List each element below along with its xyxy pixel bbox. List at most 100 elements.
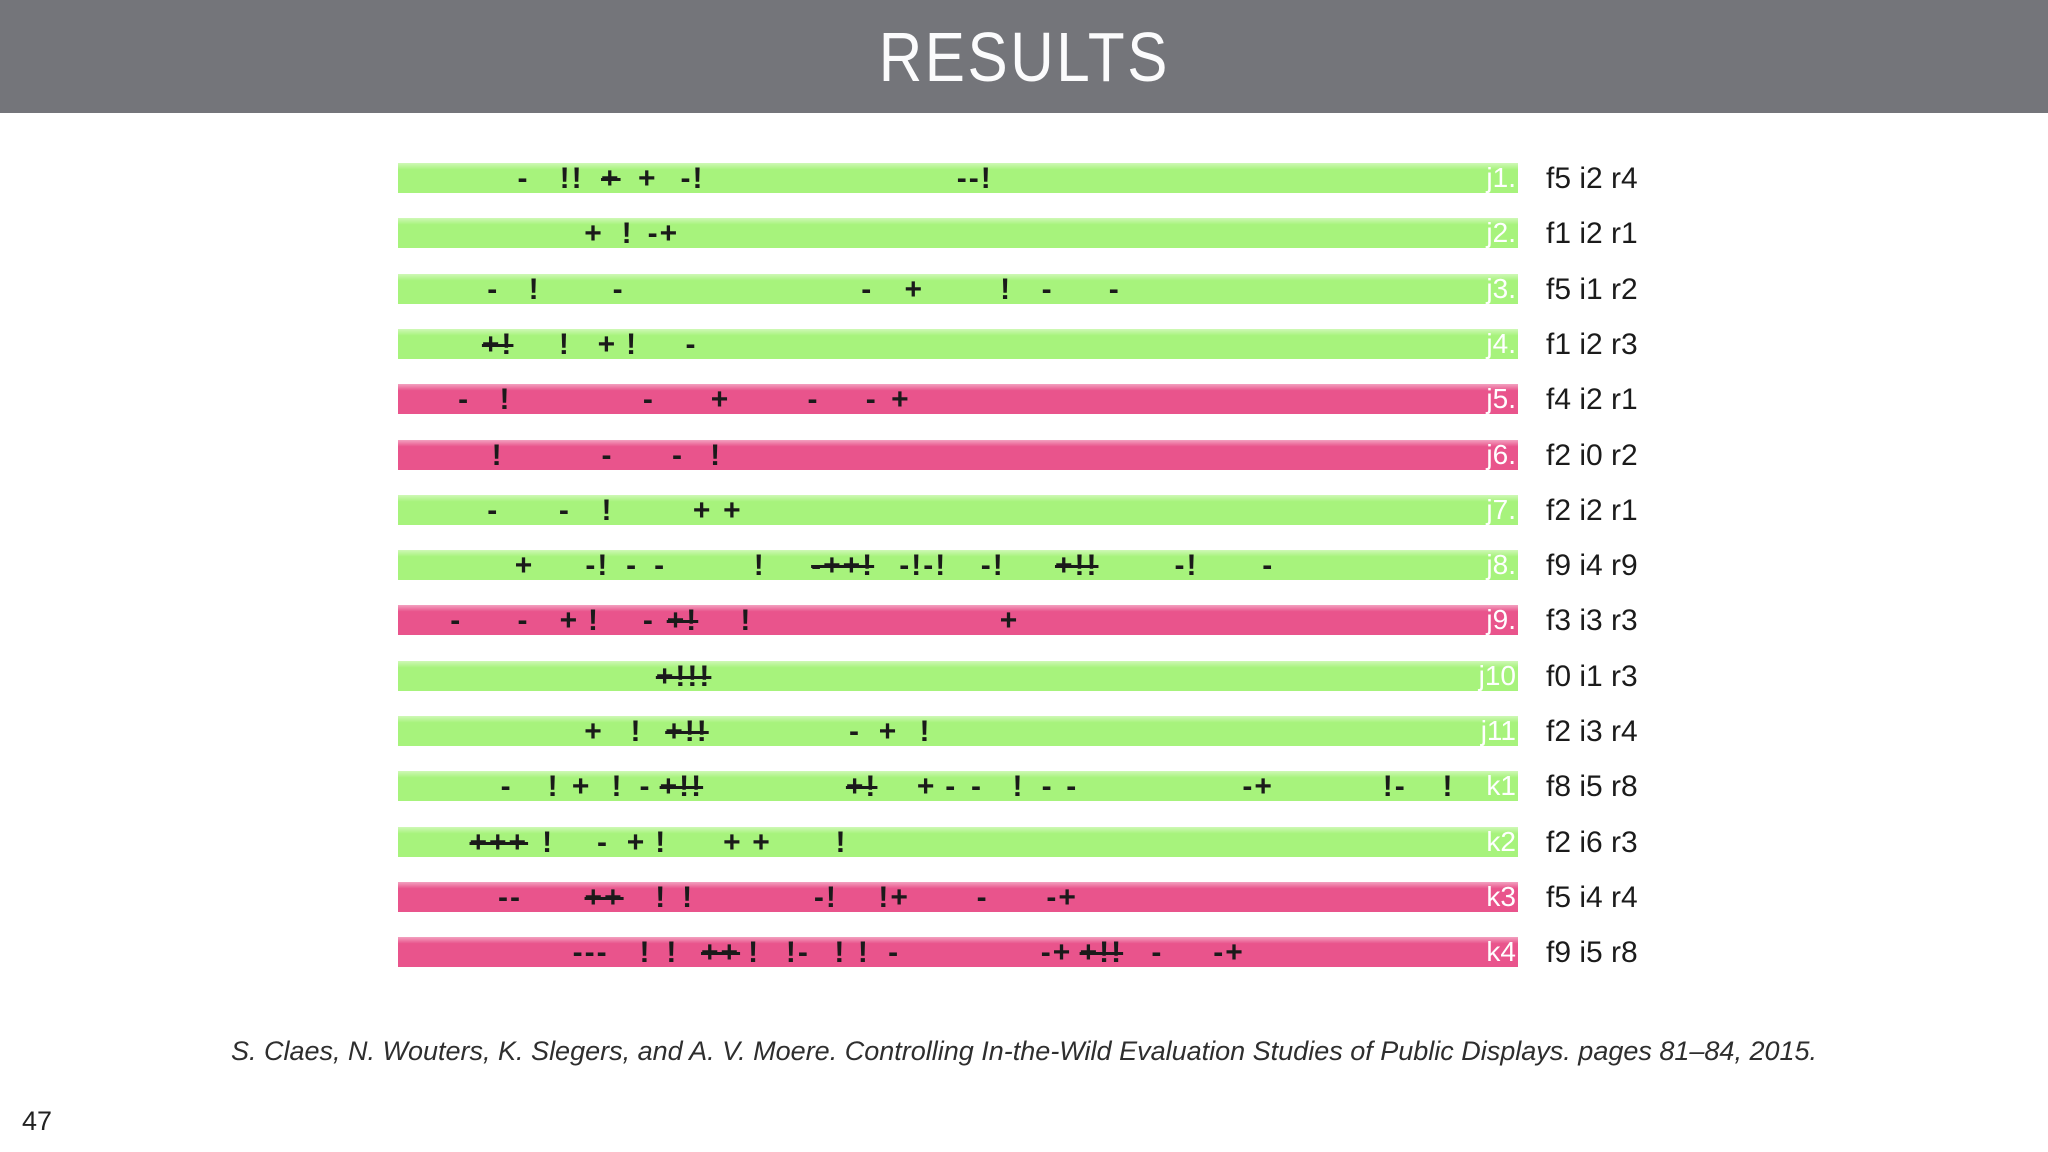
annotation-mark: - xyxy=(517,162,530,195)
annotation-mark: ! xyxy=(835,826,848,859)
result-row: +!! +! - j4. f1 i2 r3 xyxy=(0,329,2048,360)
annotation-mark: - xyxy=(487,273,500,306)
annotation-mark: -+ xyxy=(1242,770,1274,803)
result-bar: -! +! - +!! +! + - -! - - -+ !-! k1 xyxy=(398,770,1518,803)
annotation-mark: - xyxy=(487,494,500,527)
annotation-mark: - xyxy=(672,439,684,472)
annotation-mark: -+ xyxy=(1213,936,1245,969)
result-bar: -! - - +! - - j3. xyxy=(398,273,1518,306)
result-row: ---!! ++! !-!! - -+ +!! - -+ k4 f9 i5 r8 xyxy=(0,937,2048,968)
annotation-mark: ! xyxy=(639,936,652,969)
condition-label: f2 i3 r4 xyxy=(1546,715,1638,748)
result-bar: ! - -! j6. xyxy=(398,439,1518,472)
annotation-mark: +! xyxy=(666,604,699,637)
result-row: -! - - +! - - j3. f5 i1 r2 xyxy=(0,274,2048,305)
bar-id-label: j6. xyxy=(1486,439,1516,470)
annotation-mark: - xyxy=(1108,273,1121,306)
result-bar: -- ++!! -! !+ - -+ k3 xyxy=(398,881,1518,914)
annotation-mark: ! xyxy=(834,936,847,969)
annotation-mark: !! xyxy=(559,162,584,195)
annotation-mark: - xyxy=(945,770,958,803)
annotation-mark: +!! xyxy=(1079,936,1124,969)
annotation-mark: - xyxy=(450,604,463,637)
annotation-mark: - xyxy=(971,770,984,803)
result-row: -!! + + -! --! j1. f5 i2 r4 xyxy=(0,163,2048,194)
annotation-mark: ! xyxy=(558,328,571,361)
annotation-mark: -! xyxy=(680,162,705,195)
annotation-mark: ! xyxy=(710,439,723,472)
annotation-mark: - xyxy=(807,383,820,416)
condition-label: f4 i2 r1 xyxy=(1546,383,1638,416)
annotation-mark: ! xyxy=(919,715,932,748)
result-bar: +!! +! - j4. xyxy=(398,328,1518,361)
annotation-mark: - xyxy=(1151,936,1164,969)
result-bar: + -! - -! -++! -!-! -! +!! -! - j8. xyxy=(398,549,1518,582)
citation-text: S. Claes, N. Wouters, K. Slegers, and A.… xyxy=(230,1036,1818,1066)
annotation-mark: - xyxy=(1041,770,1054,803)
result-row: ! - -! j6. f2 i0 r2 xyxy=(0,440,2048,471)
annotation-mark: !- xyxy=(785,936,810,969)
annotation-mark: +++ xyxy=(469,826,529,859)
result-row: -- ++!! -! !+ - -+ k3 f5 i4 r4 xyxy=(0,882,2048,913)
annotation-mark: ! xyxy=(682,881,695,914)
annotation-mark: ! xyxy=(621,217,634,250)
annotation-mark: + xyxy=(626,826,647,859)
annotation-mark: - xyxy=(601,439,614,472)
annotation-mark: - xyxy=(612,273,625,306)
bar-id-label: j4. xyxy=(1486,328,1516,359)
annotation-mark: + xyxy=(723,494,743,527)
condition-label: f2 i0 r2 xyxy=(1546,439,1638,472)
annotation-mark: + xyxy=(597,328,618,361)
result-row: +! -+ j2. f1 i2 r1 xyxy=(0,218,2048,249)
annotation-mark: - xyxy=(642,604,655,637)
result-row: +!!! j10 f0 i1 r3 xyxy=(0,661,2048,692)
condition-label: f0 i1 r3 xyxy=(1546,660,1638,693)
bar-id-label: j3. xyxy=(1486,273,1516,304)
annotation-mark: - xyxy=(642,383,655,416)
annotation-mark: +! xyxy=(481,328,514,361)
annotation-mark: + xyxy=(514,549,535,582)
annotation-mark: !+ xyxy=(878,881,910,914)
annotation-mark: + xyxy=(692,494,713,527)
annotation-mark: +!!! xyxy=(655,660,712,693)
annotation-mark: ! xyxy=(499,383,512,416)
annotation-mark: + xyxy=(999,604,1020,637)
bar-id-label: k1 xyxy=(1486,770,1516,801)
bar-id-label: j8. xyxy=(1486,549,1516,580)
condition-label: f2 i6 r3 xyxy=(1546,826,1638,859)
annotation-mark: ! xyxy=(547,770,560,803)
condition-label: f5 i4 r4 xyxy=(1546,881,1638,914)
condition-label: f9 i4 r9 xyxy=(1546,549,1638,582)
annotation-mark: ! xyxy=(528,273,541,306)
annotation-mark: + xyxy=(904,273,925,306)
annotation-mark: +!! xyxy=(665,715,709,748)
annotation-mark: + xyxy=(891,383,911,416)
result-row: + -! - -! -++! -!-! -! +!! -! - j8. f9 i4 r9 xyxy=(0,550,2048,581)
annotation-mark: + xyxy=(710,383,731,416)
annotation-mark: +!! xyxy=(1054,549,1099,582)
annotation-mark: ! xyxy=(611,770,624,803)
bar-id-label: k4 xyxy=(1486,936,1516,967)
annotation-mark: ! xyxy=(630,715,643,748)
condition-label: f5 i2 r4 xyxy=(1546,162,1638,195)
condition-label: f1 i2 r1 xyxy=(1546,217,1638,250)
annotation-mark: - xyxy=(558,494,571,527)
annotation-mark: + xyxy=(571,770,592,803)
condition-label: f5 i1 r2 xyxy=(1546,273,1638,306)
condition-label: f9 i5 r8 xyxy=(1546,936,1638,969)
result-bar: - - +! - +!! + j9. xyxy=(398,604,1518,637)
annotation-mark: +! xyxy=(845,770,878,803)
annotation-mark: ! xyxy=(1012,770,1025,803)
bar-id-label: j1. xyxy=(1486,162,1516,193)
annotation-mark: ! xyxy=(740,604,753,637)
annotation-mark: + xyxy=(601,162,621,195)
annotation-mark: +!! xyxy=(659,770,704,803)
annotation-mark: ! xyxy=(655,826,668,859)
annotation-mark: -! xyxy=(980,549,1005,582)
annotation-mark: -! xyxy=(1174,549,1199,582)
annotation-mark: ! xyxy=(1442,770,1455,803)
annotation-mark: ! xyxy=(655,881,668,914)
result-row: -! - + - - + j5. f4 i2 r1 xyxy=(0,384,2048,415)
annotation-mark: - xyxy=(654,549,667,582)
